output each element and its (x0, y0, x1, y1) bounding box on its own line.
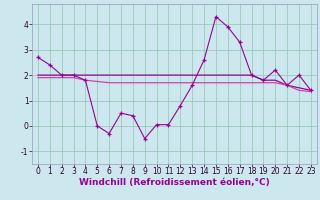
X-axis label: Windchill (Refroidissement éolien,°C): Windchill (Refroidissement éolien,°C) (79, 178, 270, 187)
